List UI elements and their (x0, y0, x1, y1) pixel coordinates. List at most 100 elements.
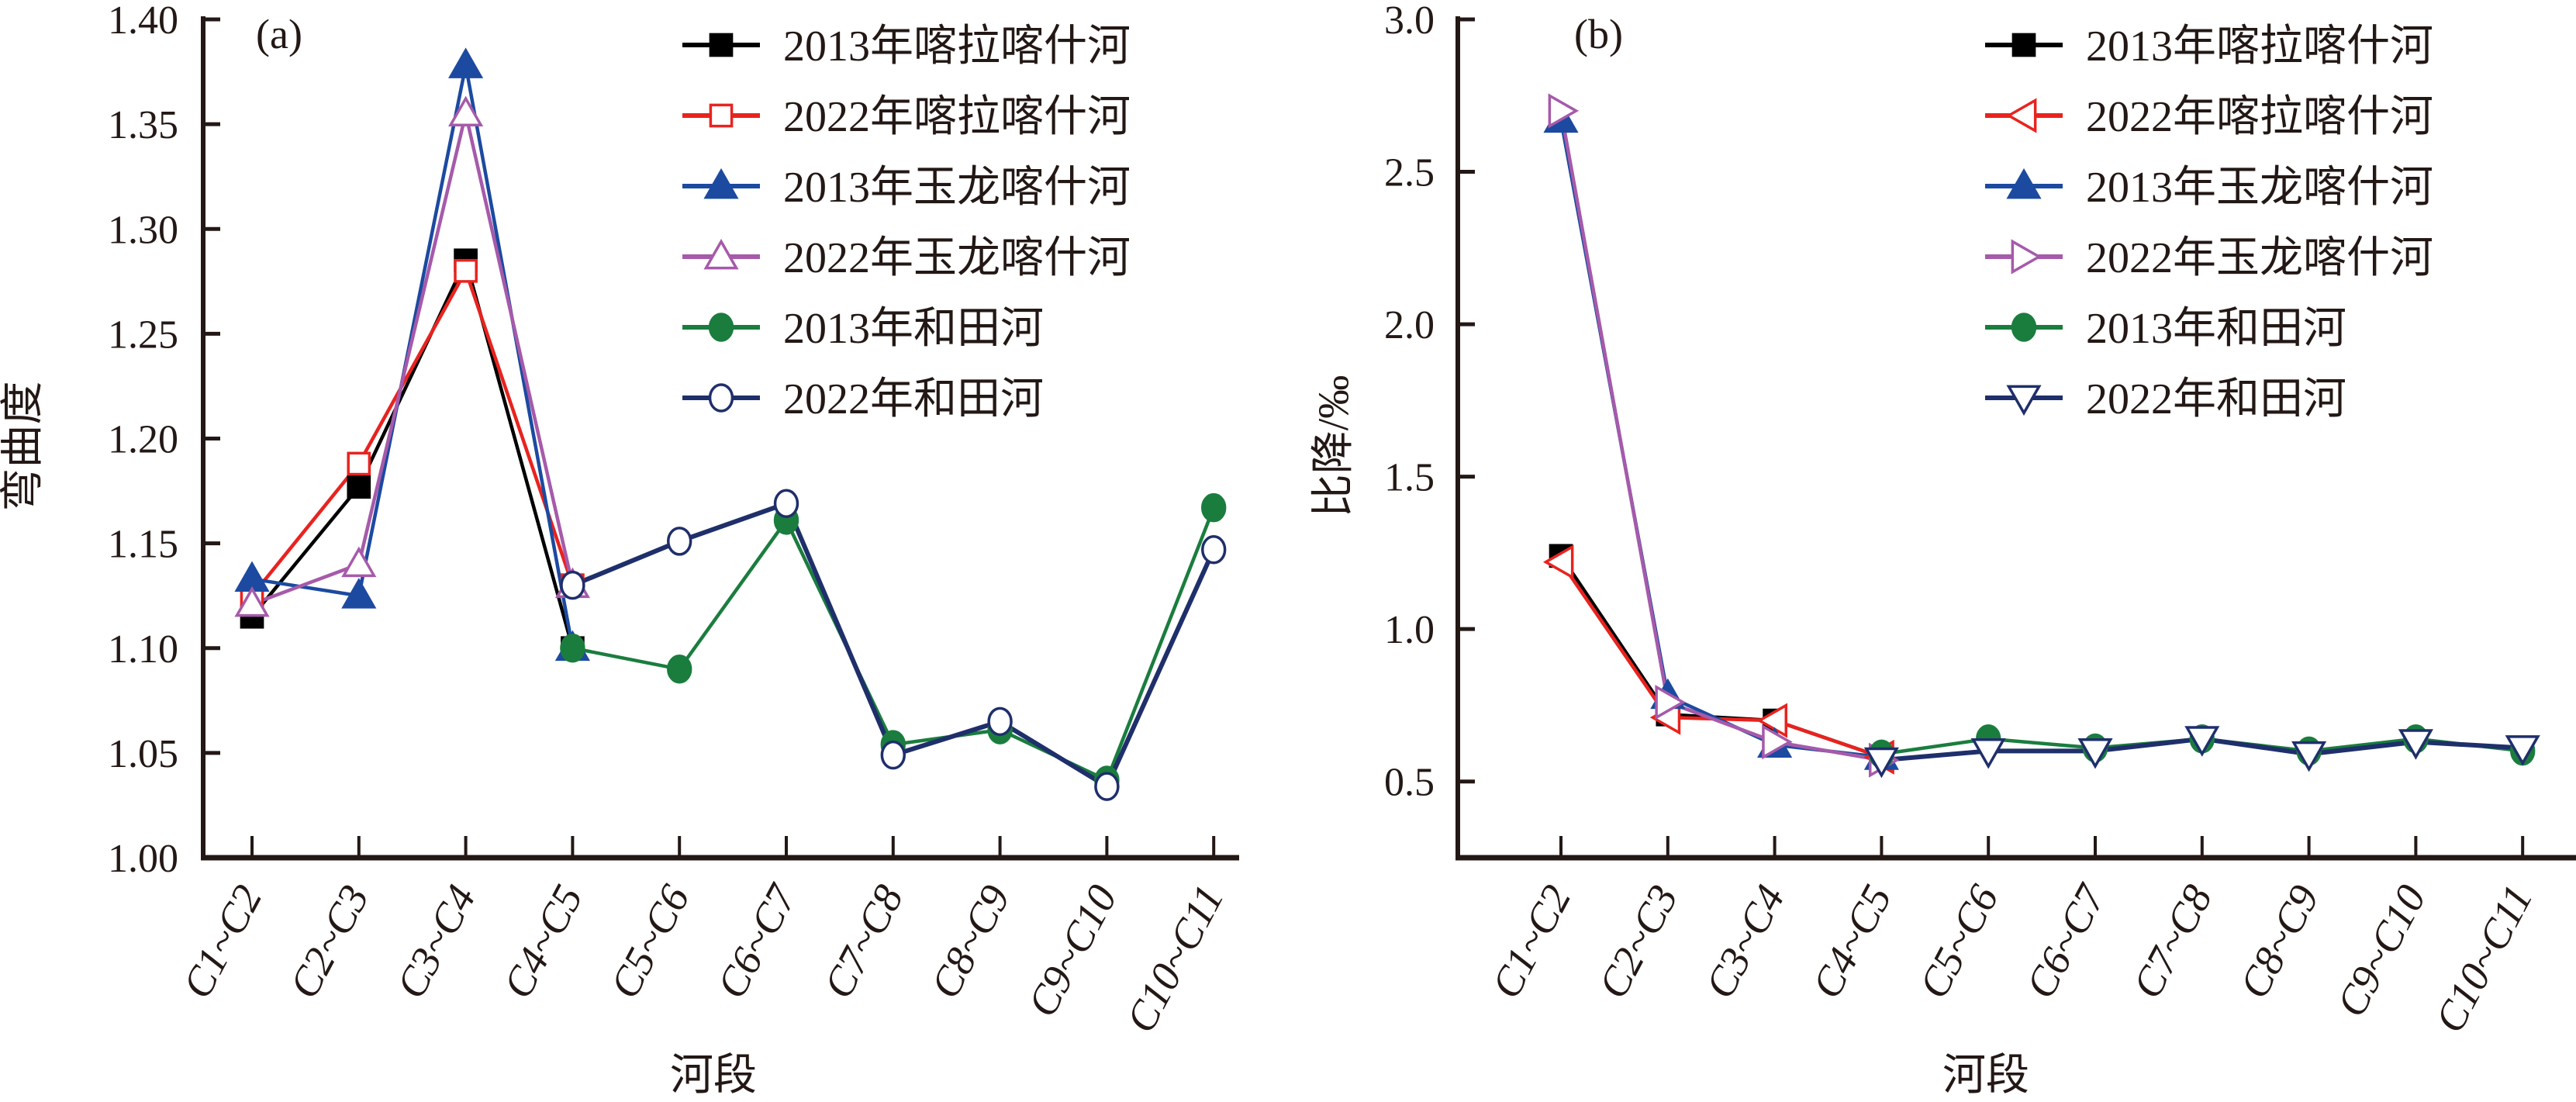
legend-marker-icon (709, 33, 734, 57)
series-line-0 (250, 255, 575, 649)
legend-item: 2013年和田河 (1985, 305, 2346, 353)
y-tick-label: 1.00 (108, 837, 178, 881)
legend-label: 2022年玉龙喀什河 (2086, 234, 2433, 282)
x-tick-label: C7~C8 (815, 877, 913, 1005)
legend-label: 2013年和田河 (783, 305, 1044, 353)
y-tick-label: 1.05 (108, 732, 178, 776)
data-point (347, 451, 371, 476)
data-point (560, 570, 585, 600)
x-tick-label: C8~C9 (921, 877, 1019, 1005)
y-tick-label: 1.30 (108, 208, 178, 252)
x-tick-label: C5~C6 (1910, 877, 2008, 1005)
legend-item: 2022年喀拉喀什河 (682, 93, 1131, 141)
chart-panel-a: 1.00 1.05 1.10 1.15 1.20 1.25 1.30 1.35 1.40 C1~C… (0, 0, 1239, 1100)
x-tick-label: C3~C4 (1696, 877, 1794, 1005)
legend-label: 2013年喀拉喀什河 (783, 22, 1131, 71)
y-tick-label: 1.5 (1384, 456, 1435, 500)
legend-marker-icon (708, 383, 734, 413)
legend-label: 2022年玉龙喀什河 (783, 234, 1131, 282)
x-tick-label: C6~C7 (708, 876, 806, 1006)
chart-panel-b: 0.5 1.0 1.5 2.0 2.5 3.0 C1~C2 C2~C3 C3~C4 C4~C5 C5… (1310, 0, 2576, 1100)
y-tick-label: 2.0 (1384, 303, 1435, 347)
y-tick-label: 1.25 (108, 313, 178, 357)
data-point (667, 527, 692, 556)
y-axis-title: 弯曲度 (0, 382, 47, 512)
x-tick-label: C4~C5 (494, 877, 592, 1005)
legend-label: 2022年和田河 (783, 375, 1044, 423)
series-line-3 (251, 113, 575, 606)
y-tick-label: 0.5 (1384, 761, 1435, 805)
legend-marker-icon (703, 168, 739, 199)
x-tick-label: C2~C3 (1590, 877, 1687, 1005)
y-tick-label: 1.40 (108, 0, 178, 43)
x-tick-label: C8~C9 (2230, 877, 2328, 1005)
x-tick-label: C10~C11 (1117, 877, 1232, 1039)
x-tick-label: C1~C2 (1483, 877, 1580, 1005)
data-point (667, 655, 692, 684)
data-point (2184, 726, 2220, 757)
legend-item: 2013年喀拉喀什河 (1985, 22, 2433, 71)
x-tick-label: C9~C10 (2327, 877, 2435, 1024)
data-point (1542, 544, 1574, 580)
series-line-0 (1559, 554, 1883, 759)
data-point (1655, 684, 1686, 720)
y-tick-label: 1.35 (108, 103, 178, 147)
x-axis-title: 河段 (670, 1052, 757, 1100)
y-tick-label: 1.15 (108, 523, 178, 567)
data-point (2505, 735, 2540, 766)
panel-label: (a) (256, 11, 302, 57)
y-tick-label: 1.10 (108, 627, 178, 672)
legend-marker-icon (2006, 385, 2042, 416)
x-axis-title: 河段 (1942, 1052, 2029, 1100)
legend-marker-icon (703, 238, 739, 270)
legend-item: 2022年玉龙喀什河 (682, 234, 1131, 282)
legend-marker-icon (2011, 239, 2042, 275)
y-tick-label: 1.0 (1384, 608, 1435, 652)
legend-label: 2013年玉龙喀什河 (783, 164, 1131, 212)
data-point (1201, 534, 1227, 565)
legend-label: 2013年喀拉喀什河 (2086, 22, 2433, 71)
x-tick-label: C10~C11 (2426, 877, 2541, 1039)
legend: 2013年喀拉喀什河 2022年喀拉喀什河 2013年玉龙喀什河 2022年玉龙喀什河… (682, 22, 1131, 423)
legend-item: 2022年玉龙喀什河 (1985, 234, 2433, 282)
data-point (560, 634, 585, 663)
x-tick-label: C5~C6 (601, 877, 699, 1005)
data-point (2398, 729, 2433, 760)
data-point (2077, 738, 2113, 769)
series-line-1 (250, 266, 575, 597)
legend-item: 2013年玉龙喀什河 (682, 164, 1131, 212)
legend-marker-icon (2005, 98, 2037, 133)
data-point (1863, 747, 1899, 779)
x-tick-label: C3~C4 (387, 877, 485, 1005)
data-point (448, 47, 484, 78)
legend-marker-icon (708, 313, 734, 342)
data-point (1762, 724, 1793, 760)
legend-label: 2022年喀拉喀什河 (783, 93, 1131, 141)
data-point (1548, 93, 1580, 129)
legend-item: 2013年和田河 (682, 305, 1044, 353)
y-tick-label: 2.5 (1384, 151, 1435, 195)
data-point (1201, 492, 1227, 523)
legend-item: 2022年和田河 (682, 375, 1044, 423)
data-point (341, 546, 377, 578)
x-tick-label: C6~C7 (2017, 876, 2115, 1006)
data-point (341, 578, 377, 609)
data-point (880, 740, 906, 770)
legend-item: 2013年喀拉喀什河 (682, 22, 1131, 71)
legend-marker-icon (709, 103, 734, 128)
legend-label: 2022年和田河 (2086, 375, 2346, 423)
legend: 2013年喀拉喀什河 2022年喀拉喀什河 2013年玉龙喀什河 2022年玉龙喀什河… (1985, 22, 2433, 423)
data-point (234, 586, 270, 617)
legend-marker-icon (2011, 33, 2036, 57)
x-tick-label: C9~C10 (1018, 877, 1126, 1024)
data-point (1756, 703, 1788, 738)
series-line-2 (1559, 119, 1882, 759)
x-tick-label: C1~C2 (174, 877, 271, 1005)
x-tick-label: C2~C3 (281, 877, 378, 1005)
data-point (454, 258, 478, 283)
data-point (2291, 741, 2327, 772)
series-line-1 (1559, 561, 1883, 759)
series-line-3 (1559, 110, 1882, 762)
legend-label: 2013年和田河 (2086, 305, 2346, 353)
